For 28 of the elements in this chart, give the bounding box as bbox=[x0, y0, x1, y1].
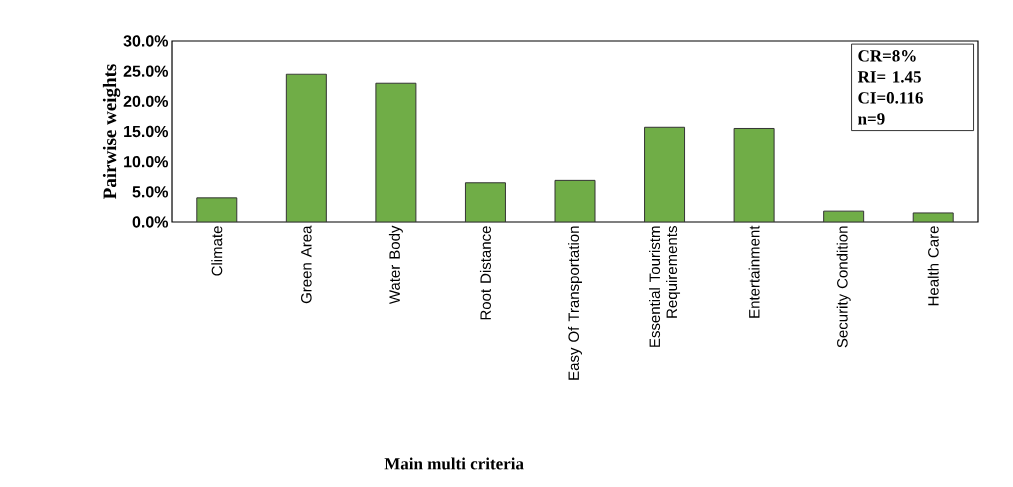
y-tick-label: 30.0% bbox=[123, 35, 169, 47]
annotation: CR=8% bbox=[858, 50, 916, 62]
x-tick-label: Essential Touristm Requirements bbox=[649, 226, 681, 347]
y-axis-title: Pairwise weights bbox=[102, 64, 121, 199]
y-tick-label: 15.0% bbox=[124, 125, 169, 138]
x-tick-label: Water Body bbox=[388, 225, 403, 305]
y-tick-label: 20.0% bbox=[123, 95, 169, 107]
x-tick-label: Easy Of Transportation bbox=[568, 226, 582, 380]
x-tick-label: Health Care bbox=[927, 226, 939, 306]
annotation: CI=0.116 bbox=[858, 92, 923, 104]
bar bbox=[375, 82, 417, 222]
y-tick-label: 0.0% bbox=[132, 216, 169, 228]
x-tick-label: Entertainment bbox=[748, 225, 760, 318]
x-tick-label: Security Condition bbox=[836, 226, 851, 348]
bar bbox=[554, 179, 596, 222]
x-axis-title: Main multi criteria bbox=[384, 457, 524, 470]
y-tick-label: 10.0% bbox=[124, 156, 169, 168]
annotation: RI= 1.45 bbox=[857, 71, 921, 83]
bar bbox=[464, 182, 506, 222]
x-tick-label: Root Distance bbox=[479, 226, 491, 320]
bar bbox=[285, 73, 327, 222]
x-tick-label: Green Area bbox=[301, 225, 312, 304]
x-tick-label: Climate bbox=[211, 226, 223, 276]
y-tick-label: 5.0% bbox=[132, 186, 169, 198]
y-tick-label: 25.0% bbox=[123, 65, 169, 77]
annotation: n=9 bbox=[858, 113, 885, 125]
bar bbox=[644, 126, 686, 222]
bar bbox=[733, 127, 775, 222]
